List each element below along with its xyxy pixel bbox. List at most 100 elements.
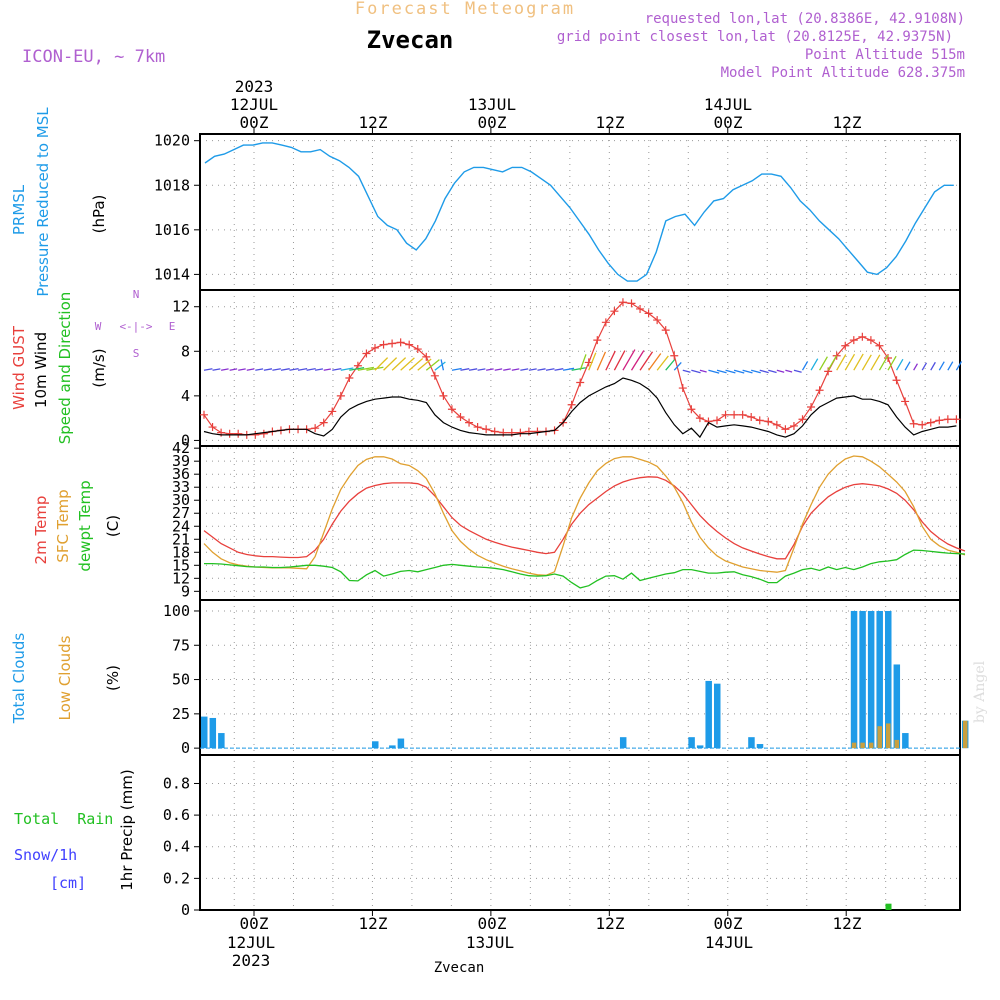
wind-gust-point bbox=[251, 430, 260, 439]
total-cloud-bar bbox=[885, 610, 892, 749]
bottom-date-14jul: 14JUL bbox=[705, 933, 753, 952]
top-date-12jul: 12JUL bbox=[230, 95, 278, 114]
wind-direction-arrow bbox=[887, 355, 897, 371]
wind-direction-arrow bbox=[785, 369, 793, 373]
wind-direction-arrow bbox=[801, 361, 809, 371]
wind-gust-point bbox=[918, 420, 927, 429]
wind-direction-arrow bbox=[733, 369, 745, 374]
wind-gust-point bbox=[533, 427, 542, 436]
wind-direction-arrow bbox=[656, 355, 669, 371]
wind-gust-point bbox=[473, 423, 482, 432]
panel-frame bbox=[199, 599, 961, 756]
precip-cm-label: [cm] bbox=[50, 874, 86, 892]
clouds-unit: (%) bbox=[104, 665, 122, 691]
y-tick-label: 8 bbox=[181, 342, 190, 360]
wind-10m-line bbox=[203, 377, 957, 439]
wind-direction-arrow bbox=[613, 350, 626, 371]
clouds-total-label: Total Clouds bbox=[10, 633, 28, 725]
panel-0: 1014 1016 1018 1020 bbox=[154, 132, 961, 291]
wind-gust-point bbox=[328, 407, 337, 416]
wind-direction-arrow bbox=[904, 361, 911, 371]
wind-direction-arrow bbox=[596, 351, 607, 371]
y-tick-label: 39 bbox=[172, 452, 190, 470]
top-tick-4: 00Z bbox=[714, 113, 743, 132]
wind-gust-point bbox=[807, 403, 816, 411]
wind-direction-arrow bbox=[930, 361, 936, 371]
wind-direction-arrow bbox=[212, 368, 221, 371]
wind-gust-point bbox=[755, 416, 764, 425]
prmsl-unit: (hPa) bbox=[90, 195, 108, 234]
wind-gust-point bbox=[405, 340, 414, 349]
wind-direction-arrow bbox=[511, 368, 520, 371]
y-tick-label: 18 bbox=[172, 543, 190, 561]
total-cloud-bar bbox=[867, 610, 875, 749]
wind-gust-point bbox=[909, 419, 918, 428]
wind-direction-arrow bbox=[349, 366, 365, 371]
wind-direction-arrow bbox=[682, 369, 691, 373]
wind-direction-arrow bbox=[605, 350, 616, 371]
y-tick-label: 27 bbox=[172, 504, 190, 522]
wind-direction-arrow bbox=[272, 368, 281, 371]
wind-direction-arrow bbox=[391, 357, 407, 371]
total-cloud-bar bbox=[209, 717, 217, 749]
panel-4: 0 0.2 0.4 0.6 0.8 bbox=[163, 754, 961, 919]
grid-point-coords: grid point closest lon,lat (20.8125E, 42… bbox=[557, 29, 953, 45]
total-cloud-bar bbox=[397, 738, 405, 749]
wind-direction-arrow bbox=[827, 355, 838, 371]
wind-gust-point bbox=[200, 410, 208, 419]
wind-direction-arrow bbox=[246, 368, 255, 371]
chart-title: Forecast Meteogram bbox=[355, 0, 575, 19]
total-cloud-bar bbox=[696, 745, 704, 749]
low-cloud-bar bbox=[886, 723, 891, 749]
y-tick-label: 33 bbox=[172, 478, 190, 496]
wind-gust-point bbox=[704, 417, 713, 426]
wind-gust-point bbox=[567, 400, 576, 409]
low-cloud-bar bbox=[868, 742, 874, 749]
bottom-tick-1: 12Z bbox=[359, 914, 388, 933]
y-tick-label: 50 bbox=[172, 671, 190, 689]
wind-gust-point bbox=[447, 405, 456, 414]
wind-gust-point bbox=[516, 428, 525, 437]
wind-gust-point bbox=[841, 341, 850, 350]
wind-direction-arrow bbox=[468, 368, 478, 371]
wind-gust-point bbox=[636, 304, 645, 313]
footer-location: Zvecan bbox=[434, 960, 485, 976]
wind-direction-arrow bbox=[639, 351, 654, 371]
wind-gust-point bbox=[456, 413, 465, 422]
wind-direction-arrow bbox=[220, 368, 229, 371]
wind-direction-arrow bbox=[776, 369, 785, 373]
y-tick-label: 0.2 bbox=[163, 869, 190, 887]
top-tick-1: 12Z bbox=[359, 113, 388, 132]
panel-frame bbox=[199, 754, 961, 911]
location-title: Zvecan bbox=[367, 26, 454, 54]
wind-gust-point bbox=[362, 349, 371, 358]
low-cloud-bar bbox=[851, 742, 857, 749]
wind-direction-arrow bbox=[895, 358, 904, 371]
wind-gust-point bbox=[413, 345, 422, 354]
bottom-date-13jul: 13JUL bbox=[466, 933, 514, 952]
wind-direction-arrow bbox=[297, 367, 308, 371]
top-year: 2023 bbox=[235, 77, 274, 96]
bottom-tick-0: 00Z bbox=[240, 914, 269, 933]
wind-direction-arrow bbox=[938, 361, 945, 371]
wind-direction-arrow bbox=[725, 369, 736, 374]
wind-gust-point bbox=[661, 326, 670, 335]
wind-direction-arrow bbox=[520, 368, 529, 371]
y-tick-label: 24 bbox=[172, 517, 190, 535]
y-tick-label: 25 bbox=[172, 705, 190, 723]
wind-gust-point bbox=[524, 427, 533, 436]
wind-gust-point bbox=[593, 336, 602, 345]
wind-direction-arrow bbox=[810, 358, 819, 371]
wind-gust-point bbox=[430, 371, 439, 380]
wind-gust-point bbox=[747, 413, 756, 422]
wind-direction-arrow bbox=[289, 367, 299, 371]
rain-bar bbox=[885, 903, 892, 910]
wind-direction-arrow bbox=[665, 359, 676, 371]
wind-gust-point bbox=[815, 386, 824, 395]
wind-direction-arrow bbox=[332, 367, 342, 371]
low-cloud-bar bbox=[860, 742, 865, 749]
wind-gust-point bbox=[576, 378, 585, 387]
total-cloud-bar bbox=[876, 610, 883, 749]
y-tick-label: 30 bbox=[172, 491, 190, 509]
wind-gust-point bbox=[234, 429, 243, 438]
